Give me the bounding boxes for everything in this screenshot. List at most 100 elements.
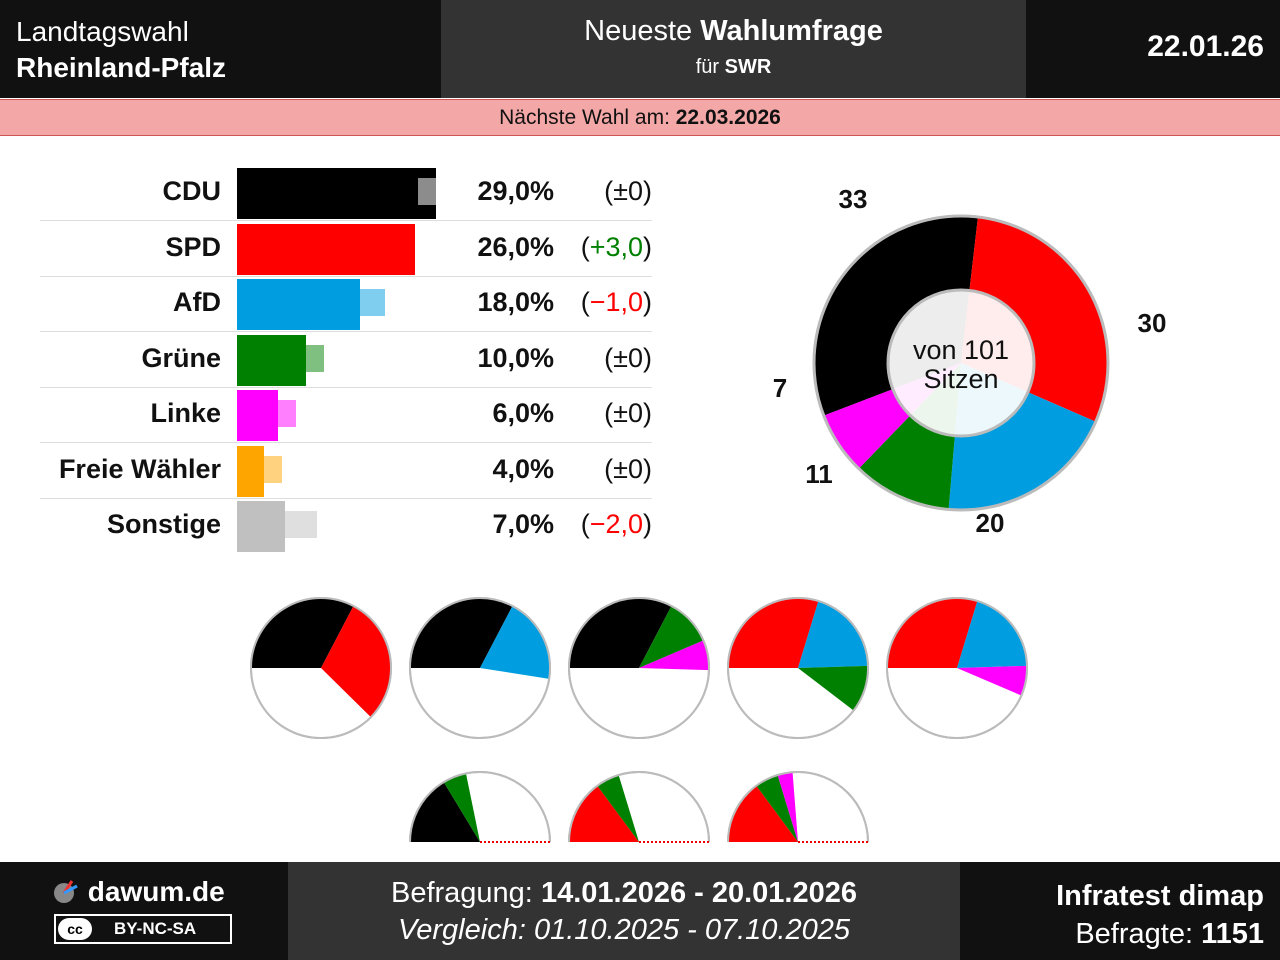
value-label: 7,0% xyxy=(492,509,554,539)
seat-label: 33 xyxy=(839,184,868,214)
institute-name: Infratest dimap xyxy=(1056,880,1264,912)
seat-label: 7 xyxy=(773,373,787,403)
value-label: 4,0% xyxy=(492,453,554,484)
party-label: Freie Wähler xyxy=(58,453,221,484)
election-type: Landtagswahl xyxy=(16,16,189,47)
compare-period: 01.10.2025 - 07.10.2025 xyxy=(533,914,850,946)
next-election-label: Nächste Wahl am: xyxy=(499,106,676,129)
license-badge[interactable]: cc BY-NC-SA xyxy=(54,914,232,944)
coalition-slice xyxy=(887,598,978,668)
party-label: SPD xyxy=(165,231,221,262)
bar xyxy=(237,279,361,330)
coalition-chart xyxy=(568,771,710,843)
coalition-slice xyxy=(597,775,639,842)
coalition-slice xyxy=(957,665,1027,696)
respondents-count: 1151 xyxy=(1201,918,1264,950)
coalition-slice xyxy=(728,785,798,842)
dawum-logo-icon xyxy=(54,880,78,903)
survey-period: 14.01.2026 - 20.01.2026 xyxy=(540,877,857,909)
client-prefix: für xyxy=(695,56,725,78)
change-label: (±0) xyxy=(604,342,652,373)
coalition-chart xyxy=(408,597,551,739)
party-label: Sonstige xyxy=(106,509,221,539)
bar-row: Linke 6,0% (±0) xyxy=(40,388,652,443)
coalition-chart xyxy=(726,597,869,739)
coalition-slice xyxy=(410,598,513,668)
bar-row: AfD 18,0% (−1,0) xyxy=(40,277,652,332)
header: Landtagswahl Rheinland-Pfalz Neueste Wah… xyxy=(0,0,1280,98)
coalition-slice xyxy=(569,785,639,842)
coalition-slice xyxy=(957,601,1027,668)
coalition-slice xyxy=(480,605,550,679)
donut-hole xyxy=(886,288,1036,438)
donut-center-line2: Sitzen xyxy=(923,364,998,394)
coalition-slice xyxy=(777,772,798,842)
cc-icon: cc xyxy=(58,918,92,940)
coalition-slice xyxy=(756,775,798,842)
coalition-chart xyxy=(727,771,869,843)
bar xyxy=(237,501,285,552)
election-state: Rheinland-Pfalz xyxy=(16,52,227,83)
seat-label: 30 xyxy=(1138,308,1167,338)
institute-info: Infratest dimap Befragte: 1151 xyxy=(1056,877,1264,953)
previous-value-marker xyxy=(287,344,324,372)
previous-value-marker xyxy=(280,511,317,538)
value-label: 29,0% xyxy=(477,176,554,206)
previous-value-marker xyxy=(417,178,454,205)
previous-value-marker xyxy=(246,455,283,483)
seat-label: 11 xyxy=(805,459,833,489)
change-label: (±0) xyxy=(604,453,652,484)
value-label: 18,0% xyxy=(477,287,554,317)
change-label: (+3,0) xyxy=(580,231,652,262)
party-label: AfD xyxy=(173,287,221,317)
bar-row: CDU 29,0% (±0) xyxy=(40,166,652,221)
coalition-chart xyxy=(249,597,392,739)
footer: dawum.de cc BY-NC-SA Befragung: 14.01.20… xyxy=(0,862,1280,960)
coalition-chart xyxy=(409,771,551,843)
footer-brand: dawum.de cc BY-NC-SA xyxy=(0,862,288,960)
next-election-date: 22.03.2026 xyxy=(675,106,781,129)
survey-info: Befragung: 14.01.2026 - 20.01.2026 Vergl… xyxy=(288,862,960,960)
coalition-chart xyxy=(567,597,710,739)
change-label: (−2,0) xyxy=(580,509,652,539)
value-label: 10,0% xyxy=(477,342,554,373)
donut-outline xyxy=(812,214,1110,512)
coalition-slice xyxy=(251,598,354,668)
coalition-slice xyxy=(639,605,704,668)
coalition-chart xyxy=(885,597,1028,739)
party-label: CDU xyxy=(162,176,222,206)
bar-row: Freie Wähler 4,0% (±0) xyxy=(40,444,652,499)
coalition-slice xyxy=(798,665,868,711)
coalition-slice xyxy=(798,601,868,668)
next-election-bar: Nächste Wahl am: 22.03.2026 xyxy=(0,99,1280,136)
site-name: dawum.de xyxy=(87,876,225,907)
party-label: Linke xyxy=(150,398,221,428)
donut-center-line1: von 101 xyxy=(913,335,1009,365)
coalition-slice xyxy=(639,640,709,671)
poll-date: 22.01.26 xyxy=(1147,30,1264,63)
site-logo[interactable]: dawum.de xyxy=(52,876,225,908)
coalition-charts xyxy=(249,597,1028,843)
value-label: 26,0% xyxy=(477,231,554,262)
bar-row: SPD 26,0% (+3,0) xyxy=(40,222,652,277)
bar-row: Sonstige 7,0% (−2,0) xyxy=(40,499,652,554)
poll-title-prefix: Neueste xyxy=(584,15,701,47)
coalition-slice xyxy=(443,773,480,842)
change-label: (±0) xyxy=(604,176,652,206)
poll-title-main: Wahlumfrage xyxy=(700,15,883,47)
poll-title: Neueste Wahlumfrage für SWR xyxy=(441,0,1026,98)
license-label: BY-NC-SA xyxy=(114,919,197,938)
coalition-slice xyxy=(321,605,391,718)
election-title: Landtagswahl Rheinland-Pfalz xyxy=(16,14,226,86)
change-label: (±0) xyxy=(604,398,652,428)
seat-label: 20 xyxy=(976,508,1005,538)
previous-value-marker xyxy=(349,289,386,316)
client-name: SWR xyxy=(724,56,772,78)
previous-value-marker xyxy=(260,400,297,427)
bar xyxy=(237,168,436,219)
compare-label: Vergleich: xyxy=(398,914,534,946)
survey-label: Befragung: xyxy=(390,877,541,909)
respondents-label: Befragte: xyxy=(1075,918,1202,950)
value-label: 6,0% xyxy=(492,398,554,428)
